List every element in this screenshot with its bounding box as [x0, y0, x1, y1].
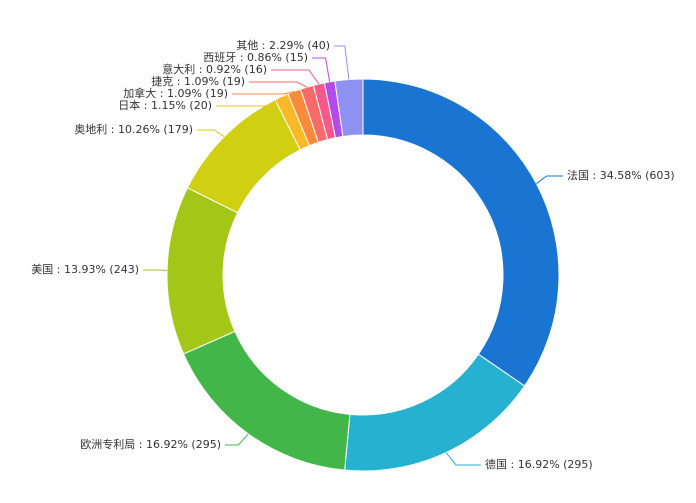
leader-line: [536, 175, 563, 185]
data-label: 日本 : 1.15% (20): [118, 98, 212, 112]
data-label: 奥地利 : 10.26% (179): [74, 122, 193, 136]
leader-line: [216, 96, 282, 107]
leader-line: [197, 129, 225, 138]
data-label: 德国 : 16.92% (295): [485, 457, 593, 471]
donut-slice: [344, 353, 526, 472]
leader-line: [249, 81, 308, 88]
leader-line: [312, 57, 331, 82]
data-label: 法国 : 34.58% (603): [567, 168, 675, 182]
data-label: 捷克 : 1.09% (19): [151, 74, 245, 88]
donut-slice: [362, 78, 560, 387]
data-label: 意大利 : 0.92% (16): [162, 62, 267, 76]
data-label: 美国 : 13.93% (243): [31, 263, 139, 276]
data-label: 其他 : 2.29% (40): [236, 39, 330, 52]
leader-line: [334, 45, 350, 80]
leader-line: [445, 452, 481, 466]
data-label: 欧洲专利局 : 16.92% (295): [80, 437, 221, 451]
leader-line: [225, 433, 249, 446]
leader-line: [271, 69, 320, 85]
leader-line: [232, 90, 295, 95]
donut-slice: [166, 187, 239, 355]
data-label: 加拿大 : 1.09% (19): [123, 86, 228, 100]
donut-slice: [334, 78, 364, 138]
data-label: 西班牙 : 0.86% (15): [203, 51, 308, 64]
